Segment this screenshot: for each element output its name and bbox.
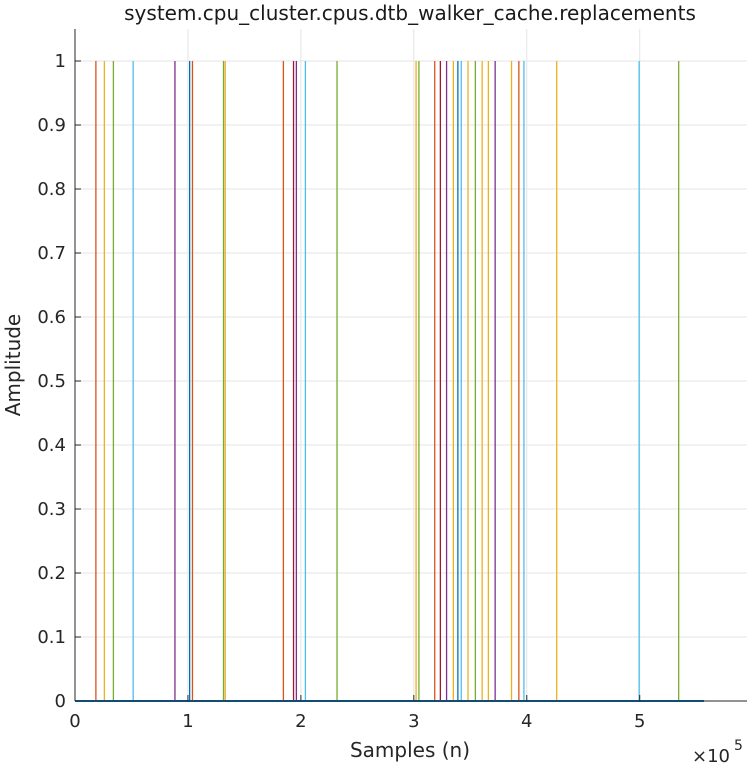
y-tick-label: 0.1 bbox=[37, 627, 66, 648]
x-axis-label: Samples (n) bbox=[350, 738, 470, 762]
y-tick-label: 0.3 bbox=[37, 499, 66, 520]
y-tick-label: 0.8 bbox=[37, 179, 66, 200]
y-tick-labels: 0 0.1 0.2 0.3 0.4 0.5 0.6 0.7 0.8 0.9 1 bbox=[37, 51, 66, 712]
y-tick-label: 0.5 bbox=[37, 371, 66, 392]
y-tick-label: 0 bbox=[55, 691, 66, 712]
y-tick-label: 0.7 bbox=[37, 243, 66, 264]
x-tick-label: 0 bbox=[69, 711, 80, 732]
x-tick-label: 1 bbox=[182, 711, 193, 732]
y-tick-label: 0.9 bbox=[37, 115, 66, 136]
y-tick-label: 0.6 bbox=[37, 307, 66, 328]
y-tick-label: 0.2 bbox=[37, 563, 66, 584]
y-tick-label: 0.4 bbox=[37, 435, 66, 456]
x-tick-label: 3 bbox=[408, 711, 419, 732]
x-tick-label: 5 bbox=[634, 711, 645, 732]
chart-title: system.cpu_cluster.cpus.dtb_walker_cache… bbox=[124, 1, 696, 25]
x-axis-exponent: ×10 5 bbox=[692, 738, 743, 765]
x-exponent-power: 5 bbox=[734, 738, 743, 754]
y-tick-label: 1 bbox=[55, 51, 66, 72]
x-exponent-base: ×10 bbox=[692, 746, 730, 765]
y-axis-label: Amplitude bbox=[1, 314, 25, 417]
x-tick-label: 4 bbox=[521, 711, 532, 732]
axes bbox=[74, 29, 747, 702]
x-tick-labels: 0 1 2 3 4 5 bbox=[69, 711, 645, 732]
grid-lines bbox=[74, 29, 747, 702]
x-tick-label: 2 bbox=[295, 711, 306, 732]
